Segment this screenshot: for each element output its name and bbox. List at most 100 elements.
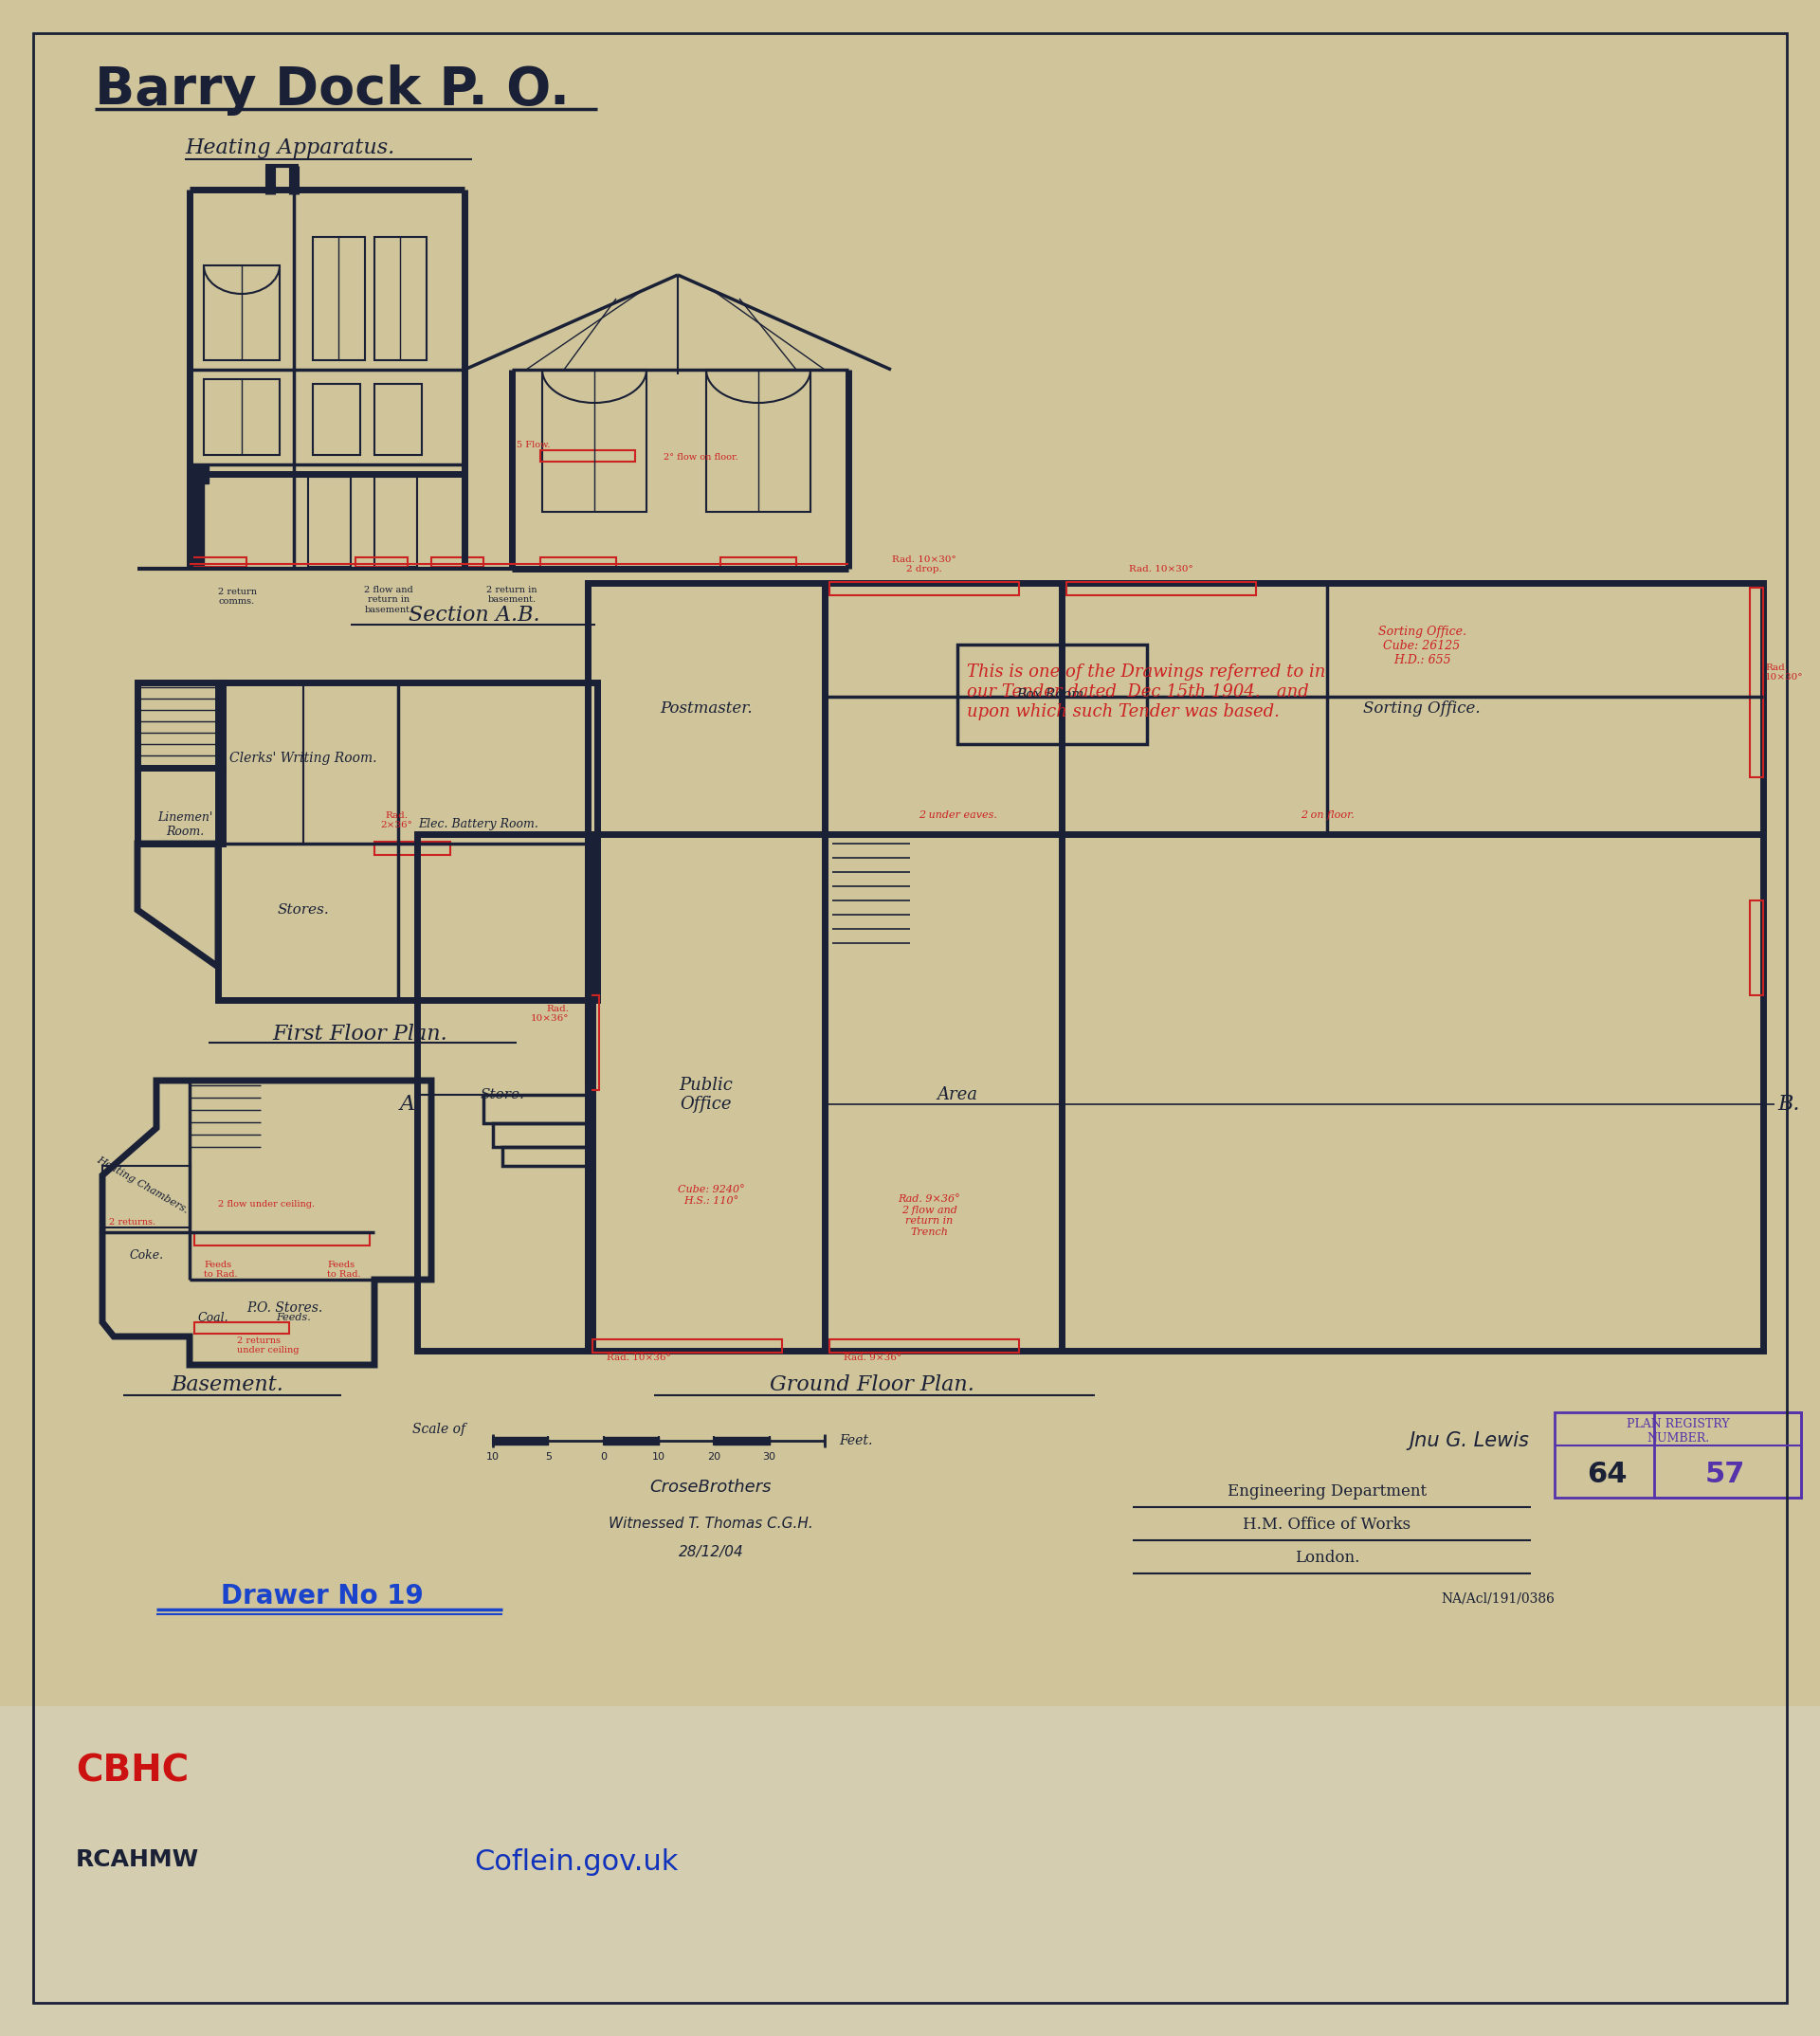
Bar xyxy=(1654,1413,1802,1498)
Text: Rad.
10×30°: Rad. 10×30° xyxy=(1765,664,1804,682)
Bar xyxy=(218,682,597,1000)
Bar xyxy=(375,236,426,360)
Text: Heating Apparatus.: Heating Apparatus. xyxy=(186,138,395,159)
Bar xyxy=(308,476,351,566)
Bar xyxy=(0,1706,1820,2036)
Bar xyxy=(138,768,222,843)
Text: London.: London. xyxy=(1294,1549,1360,1566)
Bar xyxy=(830,1340,1019,1352)
Text: 2 on floor.: 2 on floor. xyxy=(1299,810,1354,821)
Bar xyxy=(957,645,1147,743)
Text: 2 return
comms.: 2 return comms. xyxy=(218,588,257,607)
Text: Rad. 9×36°: Rad. 9×36° xyxy=(844,1354,901,1362)
Text: Feeds
to Rad.: Feeds to Rad. xyxy=(204,1260,238,1279)
Text: Public
Office: Public Office xyxy=(679,1077,733,1114)
Text: Elec. Battery Room.: Elec. Battery Room. xyxy=(419,818,539,831)
Bar xyxy=(375,385,422,454)
Text: Section A.B.: Section A.B. xyxy=(408,605,541,625)
Bar xyxy=(417,835,593,1350)
Text: 57: 57 xyxy=(1705,1460,1745,1488)
Text: Jnu G. Lewis: Jnu G. Lewis xyxy=(1409,1431,1529,1450)
Text: Linemen'
Room.: Linemen' Room. xyxy=(157,812,213,839)
Bar xyxy=(1749,900,1764,996)
Bar xyxy=(484,1095,588,1124)
Text: RCAHMW: RCAHMW xyxy=(76,1849,200,1871)
Bar xyxy=(195,1232,369,1246)
Text: 20: 20 xyxy=(708,1452,721,1462)
Bar xyxy=(102,1167,191,1228)
Text: Rad. 10×30°: Rad. 10×30° xyxy=(1128,564,1194,574)
Bar xyxy=(375,841,450,855)
Text: 2° flow on floor.: 2° flow on floor. xyxy=(664,454,739,462)
Text: 10: 10 xyxy=(486,1452,499,1462)
Bar xyxy=(542,371,646,511)
Bar xyxy=(355,558,408,566)
Text: First Floor Plan.: First Floor Plan. xyxy=(273,1024,448,1044)
Text: CroseBrothers: CroseBrothers xyxy=(650,1478,772,1496)
Bar xyxy=(189,464,204,568)
Bar xyxy=(1554,1413,1802,1498)
Text: Sorting Office.: Sorting Office. xyxy=(1363,700,1480,717)
Bar xyxy=(1749,588,1764,778)
Text: 64: 64 xyxy=(1587,1460,1627,1488)
Text: Engineering Department: Engineering Department xyxy=(1227,1484,1427,1498)
Bar xyxy=(138,682,222,768)
Text: P.O. Stores.: P.O. Stores. xyxy=(246,1301,322,1315)
Bar xyxy=(204,265,280,360)
Text: Rad. 9×36°
2 flow and
return in
Trench: Rad. 9×36° 2 flow and return in Trench xyxy=(897,1195,961,1236)
Text: Coflein.gov.uk: Coflein.gov.uk xyxy=(473,1849,679,1875)
Text: PLAN REGISTRY
NUMBER.: PLAN REGISTRY NUMBER. xyxy=(1627,1417,1729,1444)
Bar xyxy=(502,1146,588,1167)
Text: 2 return in
basement.: 2 return in basement. xyxy=(486,586,537,605)
Text: Feeds.: Feeds. xyxy=(277,1313,311,1321)
Bar xyxy=(313,385,360,454)
Bar xyxy=(313,236,366,360)
Text: 28/12/04: 28/12/04 xyxy=(679,1545,744,1560)
Text: Rad. 10×30°
2 drop.: Rad. 10×30° 2 drop. xyxy=(892,556,956,574)
Bar xyxy=(593,1340,783,1352)
Text: Rad.
2×36°: Rad. 2×36° xyxy=(380,810,413,829)
Text: B.: B. xyxy=(1778,1093,1800,1114)
Text: Clerks' Writing Room.: Clerks' Writing Room. xyxy=(229,751,377,766)
Text: Barry Dock P. O.: Barry Dock P. O. xyxy=(95,65,570,116)
Text: 10: 10 xyxy=(652,1452,666,1462)
Text: Heating Chambers.: Heating Chambers. xyxy=(95,1154,189,1215)
Text: Cube: 9240°
H.S.: 110°: Cube: 9240° H.S.: 110° xyxy=(677,1185,744,1205)
Bar xyxy=(830,582,1019,595)
Bar xyxy=(189,464,209,483)
Bar xyxy=(586,996,599,1089)
Bar xyxy=(189,558,246,566)
Text: Coke.: Coke. xyxy=(129,1250,164,1262)
Text: 2 returns
under ceiling: 2 returns under ceiling xyxy=(237,1336,298,1354)
Text: Feeds
to Rad.: Feeds to Rad. xyxy=(328,1260,360,1279)
Bar xyxy=(1067,582,1256,595)
Text: 2 flow and
return in
basement.: 2 flow and return in basement. xyxy=(364,586,413,615)
Bar xyxy=(588,582,1764,1350)
Bar xyxy=(541,450,635,462)
Text: Store.: Store. xyxy=(480,1087,524,1101)
Text: Drawer No 19: Drawer No 19 xyxy=(220,1582,424,1610)
Text: Box Room.: Box Room. xyxy=(1016,688,1088,702)
Bar xyxy=(721,558,797,566)
Text: A: A xyxy=(400,1093,415,1114)
Text: Coal.: Coal. xyxy=(198,1311,229,1323)
Bar xyxy=(204,379,280,454)
Text: 2 flow under ceiling.: 2 flow under ceiling. xyxy=(218,1199,315,1209)
Text: 30: 30 xyxy=(763,1452,775,1462)
Text: Sorting Office.
Cube: 26125
H.D.: 655: Sorting Office. Cube: 26125 H.D.: 655 xyxy=(1378,625,1465,666)
Text: H.M. Office of Works: H.M. Office of Works xyxy=(1243,1517,1410,1533)
Text: CBHC: CBHC xyxy=(76,1753,189,1790)
Bar xyxy=(375,476,417,566)
Text: 0: 0 xyxy=(601,1452,606,1462)
Text: 2 under eaves.: 2 under eaves. xyxy=(917,810,997,821)
Text: NA/Acl/191/0386: NA/Acl/191/0386 xyxy=(1441,1592,1554,1606)
Text: Postmaster.: Postmaster. xyxy=(661,700,752,717)
Text: Rad. 10×36°: Rad. 10×36° xyxy=(606,1354,672,1362)
Text: Feet.: Feet. xyxy=(839,1433,872,1448)
Bar xyxy=(493,1124,588,1146)
Text: Ground Floor Plan.: Ground Floor Plan. xyxy=(770,1374,974,1395)
Bar xyxy=(541,558,617,566)
Text: 5: 5 xyxy=(544,1452,551,1462)
Bar xyxy=(195,1321,289,1334)
Text: 5 Flow.: 5 Flow. xyxy=(517,440,550,450)
